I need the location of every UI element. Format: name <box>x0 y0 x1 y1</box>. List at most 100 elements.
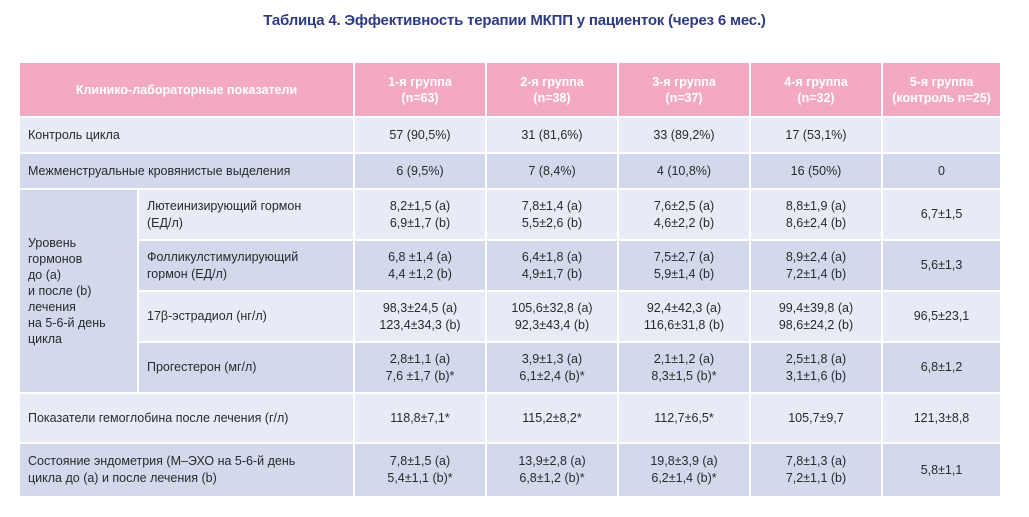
header-group-1: 1-я группа (n=63) <box>353 61 487 118</box>
cell-value: 7,8±1,3 (a) 7,2±1,1 (b) <box>749 442 883 498</box>
value-b: 3,1±1,6 (b) <box>785 368 847 383</box>
row-label: Прогестерон (мг/л) <box>137 341 355 394</box>
value-b: 7,6 ±1,7 (b)* <box>385 368 455 383</box>
value-a: 8,8±1,9 (a) <box>785 198 847 213</box>
label-line: гормон (ЕД/л) <box>147 266 228 281</box>
header-group-3: 3-я группа (n=37) <box>617 61 751 118</box>
value-b: 116,6±31,8 (b) <box>643 317 725 332</box>
value-a: 7,6±2,5 (a) <box>653 198 715 213</box>
value-a: 13,9±2,8 (a) <box>518 454 586 468</box>
value-b: 7,2±1,4 (b) <box>785 266 847 281</box>
value-b: 5,4±1,1 (b)* <box>387 471 453 485</box>
hormone-group-label: Уровень гормонов до (a) и после (b) лече… <box>18 188 139 394</box>
value-b: 123,4±34,3 (b) <box>379 317 461 332</box>
cell-value: 6 (9,5%) <box>353 152 487 190</box>
row-label: 17β-эстрадиол (нг/л) <box>137 290 355 343</box>
cell-value <box>881 116 1002 154</box>
header-group-4-name: 4-я группа <box>784 74 848 89</box>
row-label: Показатели гемоглобина после лечения (г/… <box>18 392 355 444</box>
group-label-line: Уровень <box>28 236 77 250</box>
header-row: Клинико-лабораторные показатели 1-я груп… <box>18 61 1002 118</box>
value-a: 7,8±1,5 (a) <box>389 454 451 468</box>
cell-value: 7,8±1,4 (a) 5,5±2,6 (b) <box>485 188 619 241</box>
cell-value: 5,8±1,1 <box>881 442 1002 498</box>
cell-value: 2,5±1,8 (a) 3,1±1,6 (b) <box>749 341 883 394</box>
header-group-4-n: (n=32) <box>797 90 835 105</box>
cell-value: 92,4±42,3 (a) 116,6±31,8 (b) <box>617 290 751 343</box>
cell-value: 57 (90,5%) <box>353 116 487 154</box>
value-a: 3,9±1,3 (a) <box>521 351 583 366</box>
header-group-1-name: 1-я группа <box>388 74 452 89</box>
header-group-3-n: (n=37) <box>665 90 703 105</box>
value-b: 4,4 ±1,2 (b) <box>388 266 452 281</box>
cell-value: 31 (81,6%) <box>485 116 619 154</box>
cell-value: 3,9±1,3 (a) 6,1±2,4 (b)* <box>485 341 619 394</box>
row-label: Лютеинизирующий гормон (ЕД/л) <box>137 188 355 241</box>
value-a: 98,3±24,5 (a) <box>382 300 458 315</box>
cell-value: 99,4±39,8 (a) 98,6±24,2 (b) <box>749 290 883 343</box>
therapy-efficacy-table: Клинико-лабораторные показатели 1-я груп… <box>18 61 1002 498</box>
value-a: 7,8±1,4 (a) <box>521 198 583 213</box>
value-a: 6,4±1,8 (a) <box>521 249 583 264</box>
header-group-3-name: 3-я группа <box>652 74 716 89</box>
value-b: 6,9±1,7 (b) <box>389 215 451 230</box>
value-b: 6,2±1,4 (b)* <box>651 471 717 485</box>
row-cycle-control: Контроль цикла 57 (90,5%) 31 (81,6%) 33 … <box>18 116 1002 154</box>
row-label: Фолликулстимулирующий гормон (ЕД/л) <box>137 239 355 292</box>
cell-value: 0 <box>881 152 1002 190</box>
cell-value: 105,6±32,8 (a) 92,3±43,4 (b) <box>485 290 619 343</box>
group-label-line: цикла <box>28 332 62 346</box>
header-group-2-name: 2-я группа <box>520 74 584 89</box>
value-a: 8,9±2,4 (a) <box>785 249 847 264</box>
row-estradiol: 17β-эстрадиол (нг/л) 98,3±24,5 (a) 123,4±… <box>19 290 1002 343</box>
value-a: 6,8 ±1,4 (a) <box>388 249 452 264</box>
row-fsh: Фолликулстимулирующий гормон (ЕД/л) 6,8 ±… <box>19 239 1002 292</box>
value-b: 4,6±2,2 (b) <box>653 215 715 230</box>
value-a: 105,6±32,8 (a) <box>511 300 593 315</box>
value-b: 6,1±2,4 (b)* <box>519 368 585 383</box>
cell-value: 2,8±1,1 (a) 7,6 ±1,7 (b)* <box>353 341 487 394</box>
cell-value: 105,7±9,7 <box>749 392 883 444</box>
cell-value: 2,1±1,2 (a) 8,3±1,5 (b)* <box>617 341 751 394</box>
cell-value: 16 (50%) <box>749 152 883 190</box>
cell-value: 98,3±24,5 (a) 123,4±34,3 (b) <box>353 290 487 343</box>
cell-value: 19,8±3,9 (a) 6,2±1,4 (b)* <box>617 442 751 498</box>
value-a: 2,8±1,1 (a) <box>389 351 451 366</box>
label-line: цикла до (a) и после лечения (b) <box>28 471 217 485</box>
row-label: Контроль цикла <box>18 116 355 154</box>
cell-value: 17 (53,1%) <box>749 116 883 154</box>
row-intermenstrual-bleeding: Межменструальные кровянистые выделения 6… <box>18 152 1002 190</box>
header-group-5: 5-я группа (контроль n=25) <box>881 61 1002 118</box>
row-lh: Уровень гормонов до (a) и после (b) лече… <box>18 188 1002 394</box>
value-a: 7,8±1,3 (a) <box>785 454 847 468</box>
cell-value: 7,6±2,5 (a) 4,6±2,2 (b) <box>617 188 751 241</box>
row-label: Межменструальные кровянистые выделения <box>18 152 355 190</box>
label-line: Состояние эндометрия (М–ЭХО на 5-6-й ден… <box>28 454 296 468</box>
cell-value: 6,4±1,8 (a) 4,9±1,7 (b) <box>485 239 619 292</box>
header-group-5-name: 5-я группа <box>909 74 974 89</box>
value-b: 98,6±24,2 (b) <box>778 317 854 332</box>
value-b: 92,3±43,4 (b) <box>514 317 590 332</box>
cell-value: 33 (89,2%) <box>617 116 751 154</box>
header-group-2: 2-я группа (n=38) <box>485 61 619 118</box>
cell-value: 8,2±1,5 (a) 6,9±1,7 (b) <box>353 188 487 241</box>
cell-value: 6,8 ±1,4 (a) 4,4 ±1,2 (b) <box>353 239 487 292</box>
cell-value: 115,2±8,2* <box>485 392 619 444</box>
cell-value: 7,5±2,7 (a) 5,9±1,4 (b) <box>617 239 751 292</box>
value-a: 2,5±1,8 (a) <box>785 351 847 366</box>
value-a: 19,8±3,9 (a) <box>650 454 718 468</box>
header-group-1-n: (n=63) <box>401 90 439 105</box>
header-group-2-n: (n=38) <box>533 90 571 105</box>
value-a: 7,5±2,7 (a) <box>653 249 715 264</box>
cell-value: 6,7±1,5 <box>881 188 1002 241</box>
cell-value: 7 (8,4%) <box>485 152 619 190</box>
cell-value: 121,3±8,8 <box>881 392 1002 444</box>
row-label: Состояние эндометрия (М–ЭХО на 5-6-й ден… <box>18 442 355 498</box>
header-indicator: Клинико-лабораторные показатели <box>18 61 355 118</box>
header-group-4: 4-я группа (n=32) <box>749 61 883 118</box>
value-b: 5,9±1,4 (b) <box>653 266 715 281</box>
value-b: 7,2±1,1 (b) <box>785 471 847 485</box>
cell-value: 118,8±7,1* <box>353 392 487 444</box>
value-a: 99,4±39,8 (a) <box>778 300 854 315</box>
group-label-line: лечения <box>28 300 76 314</box>
